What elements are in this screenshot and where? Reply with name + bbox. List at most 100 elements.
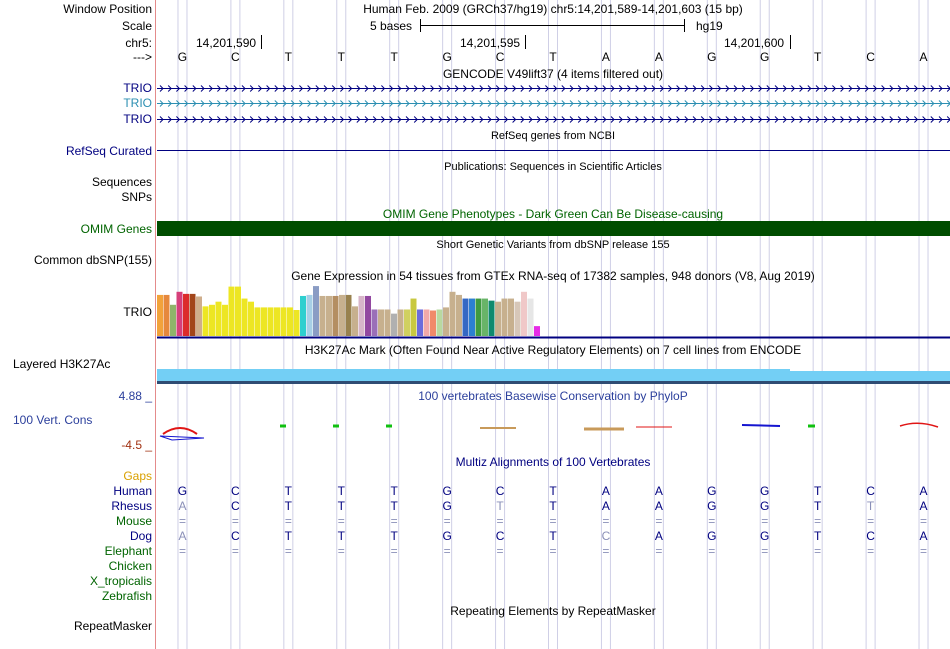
gtex-tissue-bar — [501, 298, 508, 336]
gencode-strand-arrow — [791, 116, 796, 123]
gtex-tissue-bar — [326, 295, 332, 336]
gencode-strand-arrow — [881, 85, 886, 92]
gencode-strand-arrow — [217, 116, 222, 123]
gencode-strand-arrow — [528, 116, 533, 123]
gencode-item-label-3[interactable]: TRIO — [123, 112, 152, 126]
multiz-base: = — [284, 544, 292, 558]
h3k27ac-signal[interactable] — [157, 369, 950, 384]
gencode-strand-arrow — [873, 85, 878, 92]
gencode-strand-arrow — [512, 116, 517, 123]
multiz-base: = — [708, 514, 716, 528]
gencode-strand-arrow — [914, 100, 919, 107]
gtex-tissue-bar — [215, 301, 222, 336]
gencode-strand-arrow — [930, 100, 935, 107]
multiz-base: A — [654, 484, 663, 498]
gencode-strand-arrow — [586, 100, 591, 107]
multiz-base: = — [708, 544, 716, 558]
gencode-strand-arrow — [184, 85, 189, 92]
gencode-strand-arrow — [815, 100, 820, 107]
omim-track-label[interactable]: OMIM Genes — [80, 222, 152, 236]
gencode-strand-arrow — [471, 100, 476, 107]
gtex-tissue-bar — [391, 313, 397, 336]
h3k27ac-track-label[interactable]: Layered H3K27Ac — [13, 357, 111, 371]
gtex-bar-chart[interactable] — [157, 286, 540, 336]
multiz-base: G — [442, 529, 452, 543]
gencode-strand-arrow — [356, 100, 361, 107]
gencode-strand-arrow — [741, 100, 746, 107]
gencode-strand-arrow — [258, 85, 263, 92]
gencode-strand-arrow — [594, 85, 599, 92]
gencode-strand-arrow — [536, 116, 541, 123]
multiz-species-label[interactable]: Dog — [129, 529, 152, 543]
gtex-track-label[interactable]: TRIO — [123, 305, 152, 319]
gencode-strand-arrow — [528, 100, 533, 107]
publications-track-title: Publications: Sequences in Scientific Ar… — [444, 161, 662, 173]
gencode-strand-arrow — [922, 85, 927, 92]
gencode-item-label-1[interactable]: TRIO — [123, 81, 152, 95]
gtex-tissue-bar — [384, 309, 391, 336]
gencode-strand-arrow — [381, 116, 386, 123]
gencode-strand-arrow — [372, 85, 377, 92]
gencode-strand-arrow — [643, 100, 648, 107]
position-tick-label-3: 14,201,600 — [724, 36, 785, 50]
gencode-strand-arrow — [905, 85, 910, 92]
position-tick-label-1: 14,201,590 — [196, 36, 257, 50]
multiz-species-label[interactable]: Mouse — [115, 514, 152, 528]
strand-label: ---> — [133, 50, 152, 64]
multiz-species-label[interactable]: Chicken — [108, 559, 152, 573]
gtex-tissue-bar — [235, 286, 241, 336]
multiz-base: C — [866, 484, 875, 498]
gencode-strand-arrow — [832, 100, 837, 107]
multiz-species-label[interactable]: Zebrafish — [101, 589, 152, 603]
gencode-strand-arrow — [676, 100, 681, 107]
gencode-strand-arrow — [569, 116, 574, 123]
snps-track-label[interactable]: SNPs — [121, 190, 152, 204]
multiz-base: A — [178, 499, 187, 513]
refseq-track-label[interactable]: RefSeq Curated — [65, 144, 152, 158]
multiz-gaps-label[interactable]: Gaps — [123, 469, 152, 483]
multiz-species-label[interactable]: Elephant — [104, 544, 152, 558]
multiz-base: G — [442, 499, 452, 513]
multiz-species-label[interactable]: X_tropicalis — [89, 574, 152, 588]
gencode-strand-arrow — [569, 85, 574, 92]
gtex-tissue-bar — [300, 295, 306, 336]
repeatmasker-track-label[interactable]: RepeatMasker — [73, 619, 152, 633]
omim-gene-bar[interactable] — [157, 221, 950, 236]
gencode-strand-arrow — [782, 116, 787, 123]
gencode-strand-arrow — [569, 100, 574, 107]
gencode-strand-arrow — [225, 100, 230, 107]
window-position-value: Human Feb. 2009 (GRCh37/hg19) chr5:14,20… — [363, 2, 743, 16]
gtex-tissue-bar — [378, 309, 384, 336]
gencode-strand-arrow — [725, 116, 730, 123]
gencode-strand-arrow — [520, 85, 525, 92]
gencode-strand-arrow — [536, 100, 541, 107]
phylop-signal[interactable] — [159, 422, 939, 441]
gencode-strand-arrow — [487, 85, 492, 92]
gencode-strand-arrow — [856, 116, 861, 123]
multiz-base: G — [760, 499, 770, 513]
gencode-strand-arrow — [848, 100, 853, 107]
gtex-tissue-bar — [527, 298, 534, 336]
sequences-track-label[interactable]: Sequences — [91, 175, 152, 189]
gencode-strand-arrow — [594, 100, 599, 107]
multiz-species-label[interactable]: Human — [113, 484, 152, 498]
gencode-item-label-2[interactable]: TRIO — [123, 96, 152, 110]
gencode-strand-arrow — [692, 85, 697, 92]
multiz-base: C — [601, 529, 611, 543]
multiz-base: = — [337, 514, 345, 528]
gencode-strand-arrow — [651, 116, 656, 123]
gencode-transcripts[interactable] — [157, 85, 950, 123]
multiz-species-label[interactable]: Rhesus — [111, 499, 152, 513]
gencode-strand-arrow — [299, 100, 304, 107]
dbsnp-track-label[interactable]: Common dbSNP(155) — [33, 253, 152, 267]
gencode-strand-arrow — [922, 100, 927, 107]
gencode-strand-arrow — [709, 100, 714, 107]
gencode-strand-arrow — [381, 85, 386, 92]
reference-base: T — [284, 50, 292, 64]
gtex-tissue-bar — [358, 295, 365, 336]
gencode-strand-arrow — [356, 85, 361, 92]
gencode-strand-arrow — [200, 116, 205, 123]
phylop-track-label[interactable]: 100 Vert. Cons — [13, 413, 93, 427]
gencode-strand-arrow — [774, 100, 779, 107]
